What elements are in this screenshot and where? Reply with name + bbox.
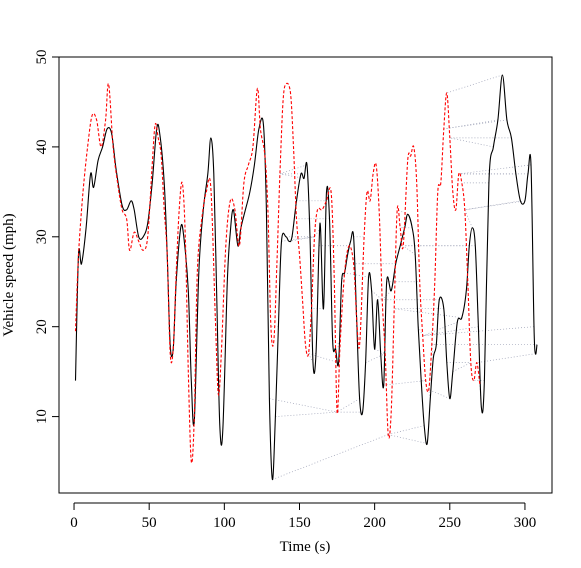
alignment-line — [335, 344, 341, 350]
x-tick-label: 100 — [213, 515, 236, 531]
alignment-line — [336, 398, 360, 413]
alignment-line — [443, 119, 498, 130]
alignment-line — [464, 209, 473, 228]
alignment-line — [281, 236, 315, 242]
alignment-lines — [266, 74, 537, 480]
alignment-line — [422, 321, 458, 337]
alignment-line — [272, 434, 389, 480]
alignment-line — [381, 290, 392, 300]
alignment-line — [394, 308, 462, 319]
series-layer — [74, 74, 538, 481]
x-tick-label: 50 — [142, 515, 157, 531]
y-tick-label: 30 — [34, 229, 50, 244]
alignment-line — [383, 380, 426, 386]
alignment-line — [365, 353, 386, 363]
alignment-line — [269, 398, 338, 413]
y-axis-label: Vehicle speed (mph) — [1, 213, 17, 336]
alignment-line — [464, 200, 525, 211]
alignment-line — [388, 425, 425, 435]
y-tick-label: 10 — [34, 409, 50, 424]
y-tick-label: 20 — [34, 319, 50, 334]
alignment-line — [446, 74, 503, 94]
alignment-line — [308, 353, 339, 363]
x-tick-label: 300 — [514, 515, 537, 531]
series-line-2 — [74, 82, 481, 464]
alignment-line — [452, 362, 471, 372]
x-tick-label: 200 — [363, 515, 386, 531]
x-axis: 0 50 100 150 200 250 300 — [70, 502, 537, 531]
x-axis-label: Time (s) — [280, 539, 331, 555]
x-tick-label: 250 — [439, 515, 462, 531]
alignment-line — [458, 164, 532, 175]
x-tick-label: 0 — [70, 515, 78, 531]
series-line-1 — [74, 74, 538, 481]
alignment-line — [476, 353, 536, 363]
alignment-line — [344, 272, 369, 278]
alignment-line — [314, 227, 321, 237]
y-axis: 10 20 30 40 50 — [34, 50, 60, 424]
alignment-line — [288, 236, 315, 242]
alignment-line — [449, 137, 494, 148]
y-tick-label: 40 — [34, 139, 50, 154]
alignment-line — [422, 326, 534, 337]
alignment-line — [388, 434, 428, 444]
alignment-line — [275, 411, 338, 417]
alignment-line — [464, 200, 521, 211]
alignment-line — [428, 389, 450, 399]
alignment-line — [279, 173, 305, 179]
alignment-line — [431, 344, 434, 359]
alignment-line — [374, 348, 386, 354]
alignment-line — [279, 164, 308, 175]
alignment-line — [402, 245, 416, 256]
y-tick-label: 50 — [34, 50, 50, 65]
x-tick-label: 150 — [288, 515, 311, 531]
alignment-line — [371, 290, 383, 300]
plot-frame — [58, 56, 553, 494]
